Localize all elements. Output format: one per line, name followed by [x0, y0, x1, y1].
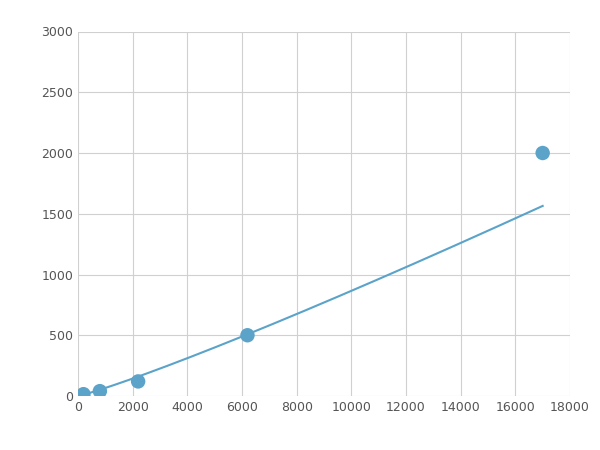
- Point: [133, 378, 143, 385]
- Point: [538, 149, 547, 157]
- Point: [95, 387, 104, 395]
- Point: [79, 391, 88, 398]
- Point: [242, 332, 252, 339]
